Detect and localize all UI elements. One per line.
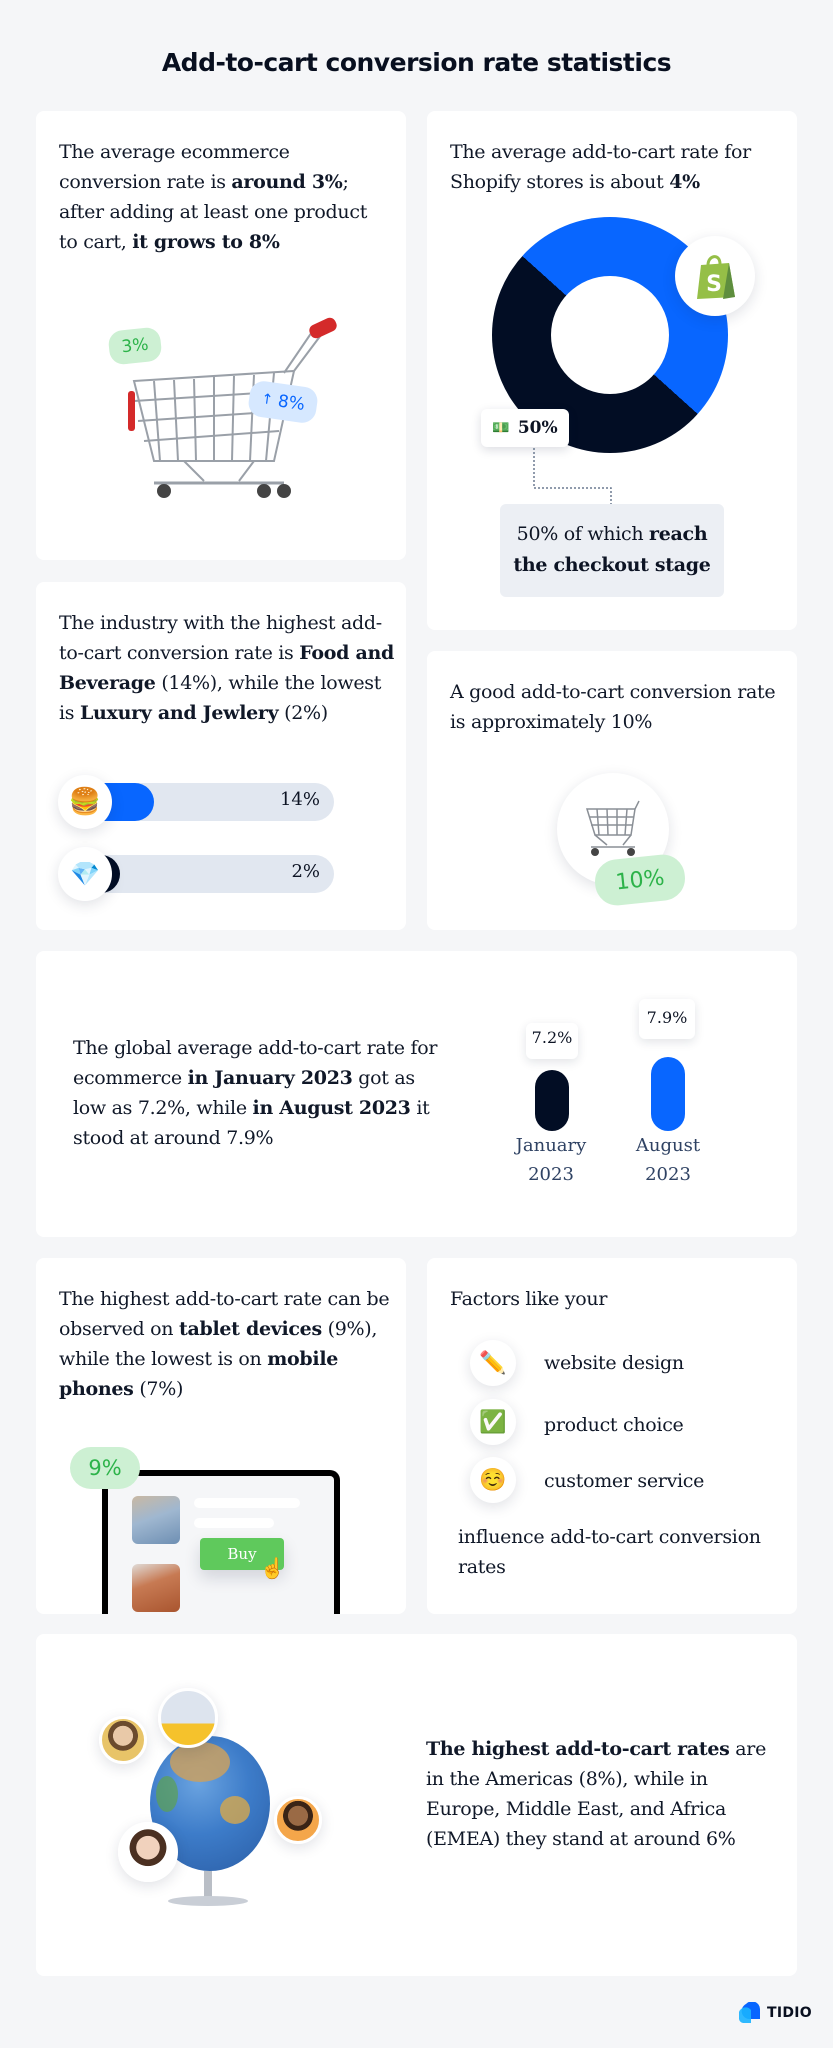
smile-icon: ☺️ [470, 1457, 516, 1503]
card-global-rate: The global average add-to-cart rate for … [36, 951, 797, 1237]
shopify-logo: S [675, 236, 755, 316]
buy-button[interactable]: Buy [200, 1538, 284, 1570]
checkout-bubble: 💵 50% [481, 409, 569, 447]
hand-cursor-icon: ☝ [260, 1556, 285, 1580]
globe-illustration [99, 1688, 322, 1918]
factors-outro: influence add-to-cart conversion rates [458, 1526, 761, 1578]
globe-stand [204, 1871, 212, 1899]
factors-intro: Factors like your [450, 1288, 608, 1310]
tidio-bubble-icon [739, 2002, 760, 2023]
connector-line [533, 448, 612, 506]
card-text: A good add-to-cart conversion rate is ap… [450, 681, 776, 733]
card-regions: The highest add-to-cart rates are in the… [36, 1634, 797, 1976]
cart-icon [585, 800, 640, 856]
card-devices-rate: The highest add-to-cart rate can be obse… [36, 1258, 406, 1614]
product-jacket [132, 1564, 180, 1612]
factor-item: ✏️ website design [470, 1340, 770, 1388]
card-good-rate: A good add-to-cart conversion rate is ap… [427, 651, 797, 930]
card-text: The highest add-to-cart rates are in the… [426, 1738, 767, 1850]
globe-icon [150, 1736, 270, 1871]
avatar [274, 1796, 322, 1844]
label-august: August 2023 [635, 1135, 701, 1185]
card-text: The average ecommerce conversion rate is… [59, 141, 368, 253]
avatar [158, 1688, 218, 1748]
card-text: The industry with the highest add-to-car… [59, 612, 394, 724]
tidio-logo[interactable]: TIDIO [737, 2000, 812, 2026]
card-text: The average add-to-cart rate for Shopify… [450, 141, 751, 193]
svg-text:S: S [706, 272, 722, 297]
shopify-bag-icon: S [697, 255, 735, 299]
burger-icon: 🍔 [58, 775, 112, 829]
badge-10-percent: 10% [592, 852, 688, 908]
factor-item: ✅ product choice [470, 1399, 770, 1447]
globe-base [168, 1896, 248, 1906]
bar-august [651, 1057, 685, 1131]
tablet-frame: Buy ☝ [102, 1470, 340, 1614]
bar-jewelry: 2% [84, 855, 334, 893]
card-text: The highest add-to-cart rate can be obse… [59, 1288, 390, 1400]
avatar [99, 1716, 147, 1764]
avatar [118, 1822, 178, 1882]
money-icon: 💵 [492, 420, 510, 436]
card-ecommerce-rate: The average ecommerce conversion rate is… [36, 111, 406, 560]
arrow-up-icon: ↑ [260, 391, 275, 409]
product-jeans [132, 1496, 180, 1544]
bar-food: 14% [84, 783, 334, 821]
check-icon: ✅ [470, 1399, 516, 1445]
gem-icon: 💎 [58, 847, 112, 901]
factor-item: ☺️ customer service [470, 1457, 770, 1505]
card-factors: Factors like your ✏️ website design ✅ pr… [427, 1258, 797, 1614]
badge-3-percent: 3% [107, 326, 163, 366]
bar-january [535, 1070, 569, 1131]
page-title: Add-to-cart conversion rate statistics [161, 48, 672, 77]
placeholder-line [194, 1498, 300, 1508]
checkout-note: 50% of which reach the checkout stage [500, 504, 724, 597]
card-shopify-rate: The average add-to-cart rate for Shopify… [427, 111, 797, 630]
card-industry-rate: The industry with the highest add-to-car… [36, 582, 406, 930]
label-january: January 2023 [515, 1135, 587, 1185]
pencil-icon: ✏️ [470, 1340, 516, 1386]
value-bubble-august: 7.9% [639, 999, 695, 1039]
badge-9-percent: 9% [70, 1447, 140, 1489]
placeholder-line [194, 1518, 274, 1528]
value-bubble-january: 7.2% [526, 1023, 578, 1059]
card-text: The global average add-to-cart rate for … [73, 1037, 438, 1149]
tooltip-january [525, 982, 563, 1014]
